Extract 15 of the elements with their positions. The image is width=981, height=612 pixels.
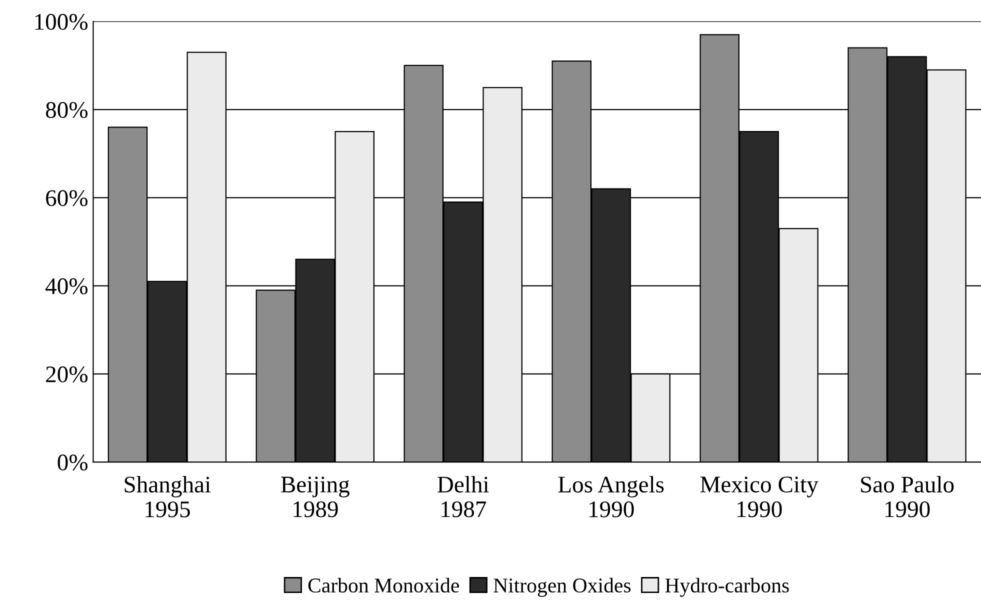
x-tick-label: Beijing 1989 xyxy=(281,476,350,518)
x-tick-label: Mexico City 1990 xyxy=(700,476,818,518)
y-tick-label: 100% xyxy=(35,14,88,30)
y-tick-label: 0% xyxy=(58,454,88,471)
legend-label: Carbon Monoxide xyxy=(308,578,459,593)
y-tick-label: 60% xyxy=(46,190,88,206)
x-tick-label: Shanghai 1995 xyxy=(124,476,211,518)
y-tick-label: 80% xyxy=(46,102,88,118)
x-tick-label: Sao Paulo 1990 xyxy=(861,476,954,518)
x-tick-label: Delhi 1987 xyxy=(438,476,489,518)
y-tick-label: 20% xyxy=(46,366,88,382)
y-tick-label: 40% xyxy=(46,278,88,294)
legend-label: Hydro-carbons xyxy=(665,578,789,597)
x-tick-label: Los Angels 1990 xyxy=(558,476,664,518)
legend-label: Nitrogen Oxides xyxy=(494,578,631,597)
